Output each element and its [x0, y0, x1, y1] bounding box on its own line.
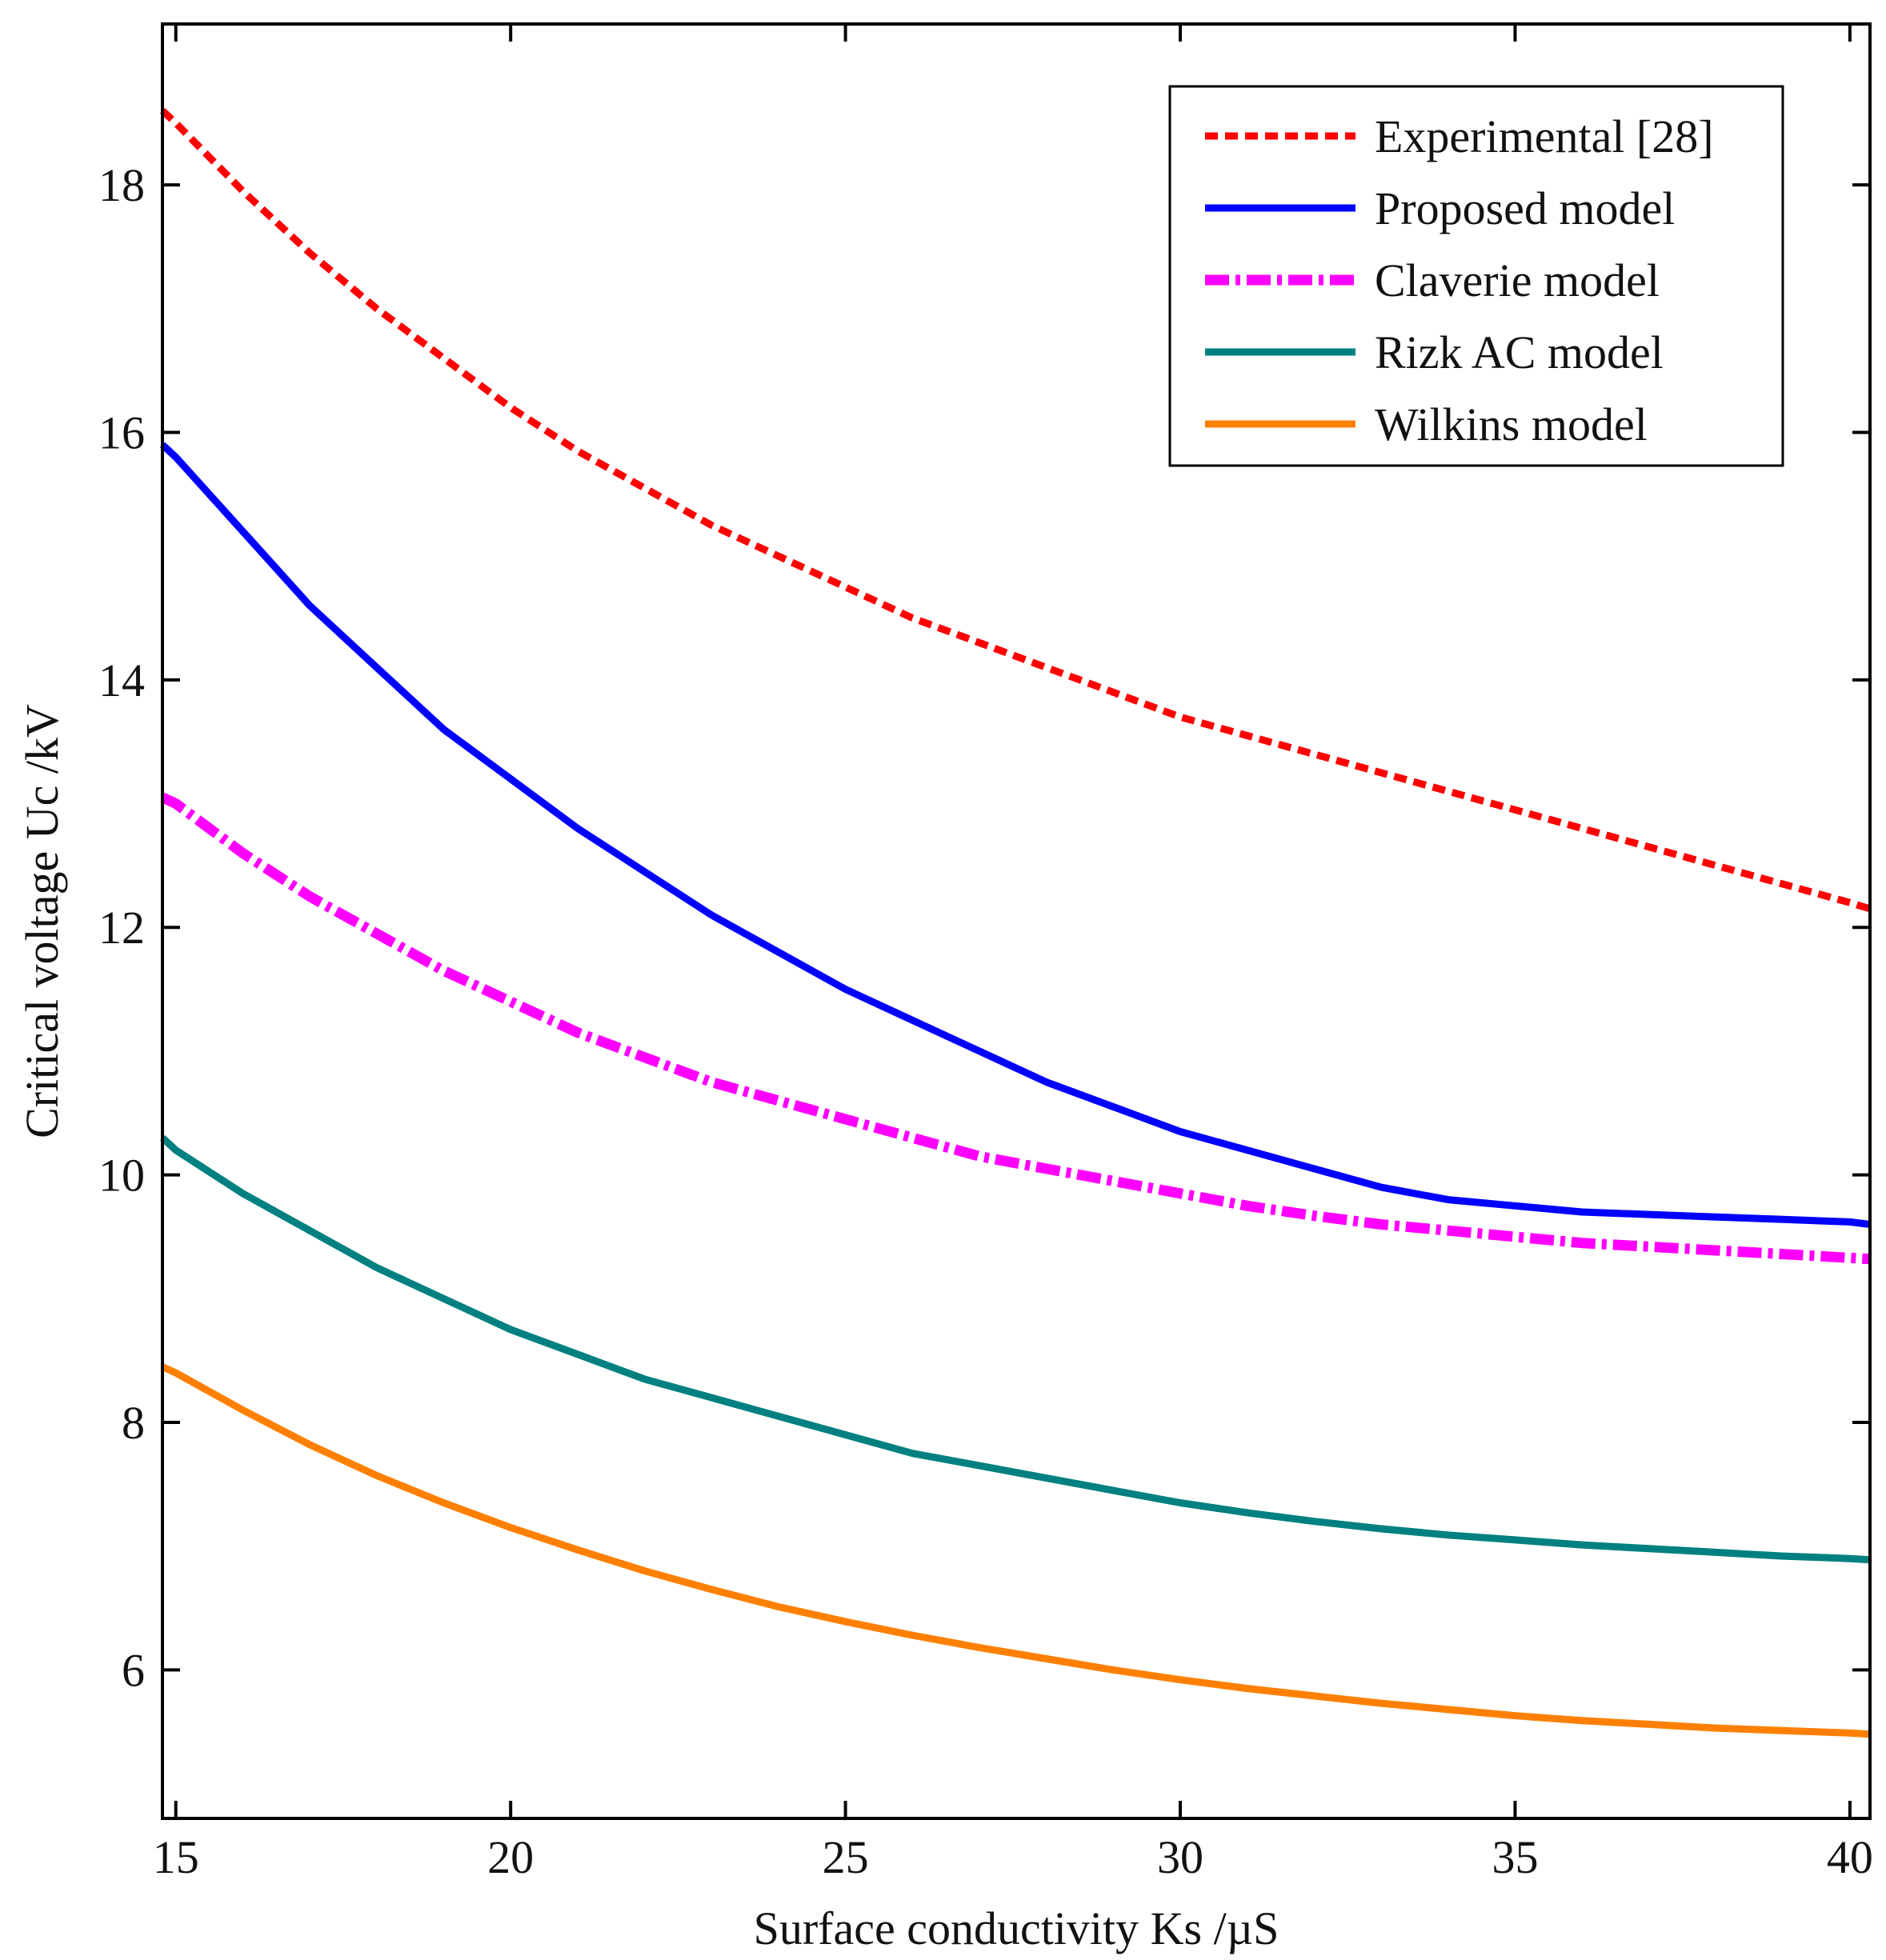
x-tick-label: 25 — [823, 1831, 869, 1883]
tick-labels: 15 20 25 30 35 40 6 8 10 12 14 16 18 — [98, 159, 1873, 1883]
series-line-0 — [159, 108, 1872, 913]
x-axis-label: Surface conductivity Ks /µS — [754, 1902, 1279, 1954]
legend-box — [1168, 85, 1784, 467]
x-tick-label: 40 — [1827, 1831, 1873, 1883]
y-tick-label: 18 — [98, 159, 145, 211]
x-tick-label: 30 — [1157, 1831, 1203, 1883]
legend-label-0: Experimental [28] — [1375, 110, 1714, 162]
legend-label-2: Claverie model — [1375, 254, 1660, 306]
x-tick-label: 35 — [1492, 1831, 1538, 1883]
y-tick-label: 10 — [98, 1150, 145, 1202]
legend-label-3: Rizk AC model — [1375, 326, 1664, 378]
plot-frame — [161, 22, 1872, 1820]
x-tick-label: 15 — [153, 1831, 199, 1883]
y-tick-label: 6 — [122, 1644, 145, 1696]
legend-label-4: Wilkins model — [1375, 398, 1648, 450]
y-tick-label: 14 — [98, 654, 145, 706]
legend-label-1: Proposed model — [1375, 182, 1675, 234]
series-line-2 — [160, 792, 1871, 1265]
y-axis-label: Critical voltage Uc /kV — [16, 704, 68, 1138]
y-tick-label: 12 — [98, 902, 145, 954]
series-line-3 — [159, 1134, 1871, 1564]
y-tick-label: 16 — [98, 406, 145, 458]
y-tick-label: 8 — [122, 1397, 145, 1449]
axis-ticks — [162, 24, 1870, 1818]
plot-lines — [159, 108, 1872, 1738]
x-tick-label: 20 — [487, 1831, 534, 1883]
series-line-1 — [159, 442, 1871, 1228]
series-line-4 — [161, 1363, 1871, 1738]
legend: Experimental [28] Proposed model Claverie … — [1168, 85, 1784, 467]
